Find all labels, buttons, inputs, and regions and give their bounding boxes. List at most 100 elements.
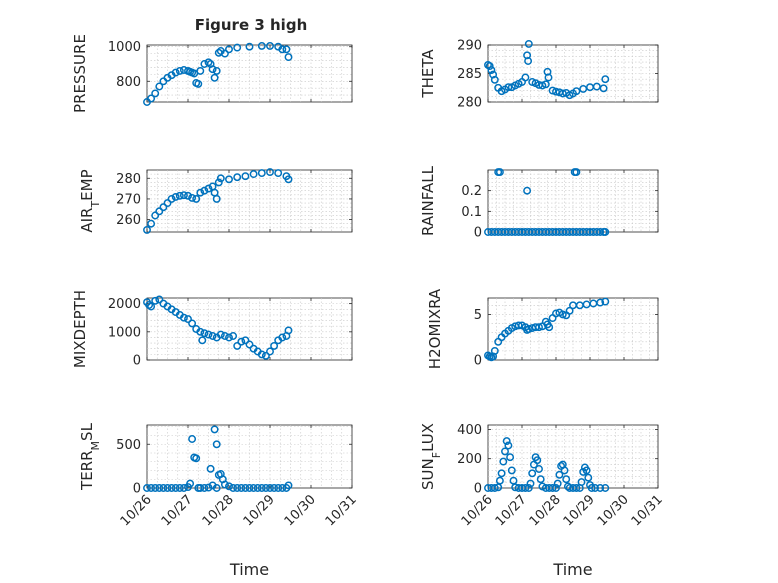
y-tick-label: 200 (457, 452, 482, 467)
data-point (179, 484, 188, 492)
data-point (257, 484, 266, 492)
data-point (502, 437, 511, 446)
data-point (212, 194, 221, 203)
data-point (266, 41, 274, 50)
y-tick-label: 270 (116, 192, 141, 207)
x-tick-label: 10/30 (282, 492, 319, 529)
data-point (601, 228, 610, 236)
data-point (163, 199, 172, 208)
data-point (601, 75, 610, 84)
data-point (270, 484, 279, 492)
x-tick-label: 10/31 (323, 492, 360, 529)
data-point (284, 326, 293, 335)
data-point (266, 347, 274, 356)
y-tick-label: 0.2 (461, 184, 482, 199)
data-point (278, 333, 287, 342)
x-tick-label: 10/30 (595, 492, 632, 529)
data-point (225, 482, 233, 491)
data-point (241, 484, 250, 492)
data-point (233, 484, 242, 492)
x-tick-label: 10/26 (118, 492, 155, 529)
data-point (204, 483, 213, 492)
data-point (163, 484, 172, 492)
y-tick-label: 0 (474, 226, 482, 241)
data-point (155, 82, 164, 91)
data-point (579, 84, 588, 93)
data-point (270, 341, 279, 350)
y-tick-label: 0 (133, 354, 141, 369)
subplot-6: 0 5 H2OMIXRA (426, 288, 659, 369)
data-point (159, 203, 168, 212)
data-point (179, 313, 188, 322)
data-point (562, 475, 571, 484)
data-point (179, 191, 188, 200)
y-axis-label: AIRTEMP (78, 169, 102, 232)
data-point (490, 346, 499, 355)
data-point (577, 478, 586, 487)
data-point (186, 479, 195, 488)
data-point (504, 441, 513, 450)
data-point (233, 173, 242, 182)
y-axis-label: SUNFLUX (419, 423, 443, 490)
data-point (194, 79, 203, 88)
x-tick-label: 10/31 (629, 492, 666, 529)
data-point (596, 484, 605, 492)
data-point (196, 484, 205, 492)
data-point (524, 325, 533, 333)
data-point (220, 49, 229, 58)
y-tick-label: 280 (457, 96, 482, 111)
data-point (225, 333, 233, 342)
data-point (495, 476, 504, 485)
data-point (558, 310, 567, 319)
data-point (200, 186, 209, 195)
data-point (175, 66, 184, 75)
data-point (198, 336, 207, 345)
data-point (257, 169, 266, 178)
subplot-5: 0 1000 2000 MIXDEPTH (71, 290, 353, 369)
data-point (210, 425, 219, 434)
data-point (192, 194, 201, 203)
y-tick-label: 500 (116, 438, 141, 453)
data-point (535, 465, 543, 473)
data-point (200, 484, 209, 492)
data-point (167, 484, 176, 492)
data-point (572, 87, 581, 96)
data-point (545, 323, 554, 332)
plot-area (146, 297, 353, 361)
y-tick-label: 0.1 (461, 205, 482, 220)
data-point (253, 484, 262, 492)
data-point (175, 484, 184, 492)
data-point (584, 473, 593, 482)
plot-area (487, 169, 659, 233)
data-point (147, 219, 156, 228)
data-point (257, 41, 266, 50)
data-point (487, 66, 496, 75)
data-point (261, 351, 270, 360)
data-point (214, 178, 223, 187)
data-point (196, 66, 205, 75)
data-point (497, 469, 506, 478)
data-point (151, 89, 160, 98)
data-point (212, 484, 221, 492)
y-tick-label: 285 (457, 67, 482, 82)
y-tick-label: 0 (133, 482, 141, 497)
data-point (555, 470, 564, 479)
data-point (229, 332, 238, 340)
subplot-7: 10/26 10/27 10/28 10/29 10/30 10/31 0 500 TERRMS… (78, 422, 360, 579)
data-point (524, 484, 533, 492)
data-point (506, 453, 515, 462)
data-point (155, 295, 164, 304)
data-point (212, 66, 221, 75)
data-point (225, 45, 233, 54)
data-point (208, 65, 217, 74)
data-point (241, 336, 250, 345)
data-point (249, 484, 258, 492)
data-point (274, 484, 283, 492)
data-point (245, 340, 254, 349)
data-point (155, 484, 164, 492)
data-point (485, 62, 494, 71)
y-axis-label: PRESSURE (71, 34, 89, 113)
data-point (535, 323, 543, 332)
